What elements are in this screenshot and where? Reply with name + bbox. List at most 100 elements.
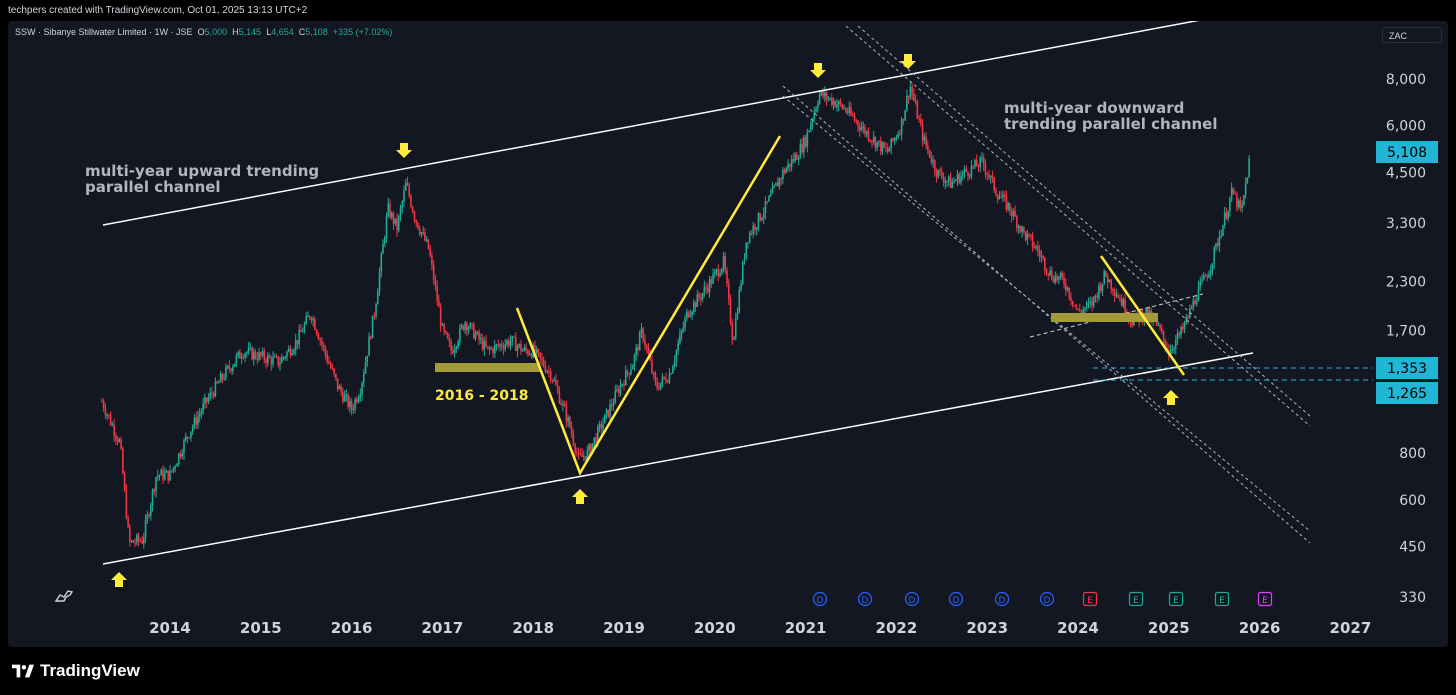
currency-selector[interactable]: ZAC [1382,27,1442,43]
candle-body [314,319,316,330]
consolidation-zone-2016-2018[interactable] [435,363,540,372]
candle-body [191,426,194,432]
candle-body [1162,331,1165,340]
yellow-swing-line-2018[interactable] [515,135,782,476]
candle-body [1042,255,1044,258]
chart-panel[interactable]: D D D D D D E E E E E 2014 2015 2016 2017 2018 2019 2020… [8,21,1448,647]
candle-body [761,217,763,221]
downward-channel-line-1[interactable] [845,25,1311,427]
downward-channel-line-4[interactable] [782,95,1311,532]
candle-body [998,197,1001,200]
candle-body [184,436,187,441]
price-tag-last: 5,108 [1376,141,1438,163]
candle-body [1124,299,1126,314]
candle-body [521,350,524,352]
candle-body [963,168,966,173]
dividend-marker[interactable]: D [994,591,1010,607]
candle-body [848,107,851,113]
candle-body [878,140,880,142]
candle-body [376,291,379,305]
top-credit-bar: techpers created with TradingView.com, O… [0,0,1456,21]
candle-body [731,323,734,340]
candle-body [1227,211,1229,219]
candle-body [946,180,948,182]
dividend-marker[interactable]: D [857,591,873,607]
candle-body [347,394,349,407]
earnings-marker[interactable]: E [1128,591,1144,607]
candle-body [305,316,307,324]
candle-body [1106,276,1109,283]
earnings-marker[interactable]: E [1082,591,1098,607]
candle-body [202,403,204,412]
candle-body [125,489,128,518]
candle-body [1033,246,1036,248]
candle-body [677,343,679,351]
x-axis[interactable]: 2014 2015 2016 2017 2018 2019 2020 2021 2022 2023… [149,619,1371,637]
candle-body [720,268,723,274]
candle-body [424,232,426,241]
candle-body [897,133,899,138]
candle-body [537,349,540,353]
downward-channel-line-2[interactable] [857,25,1311,417]
candle-body [790,159,793,167]
earnings-marker[interactable]: E [1168,591,1184,607]
x-tick-label: 2019 [603,619,645,637]
candle-body [273,356,276,358]
candle-body [240,357,243,359]
candle-body [691,311,693,315]
candle-body [934,160,936,172]
candle-body [563,403,566,407]
candle-body [1040,255,1043,257]
candle-body [1057,276,1060,280]
candle-body [1070,297,1072,301]
candle-body [853,116,856,121]
candle-body [874,137,877,148]
candle-body [673,360,676,367]
tradingview-logo[interactable]: TradingView [12,661,140,681]
candle-body [860,127,863,131]
earnings-marker[interactable]: E [1257,591,1273,607]
candle-body [441,324,444,326]
candle-body [764,201,767,214]
dividend-marker[interactable]: D [904,591,920,607]
candle-body [176,463,178,467]
candle-body [1113,291,1116,296]
candle-body [228,365,231,370]
candle-body [920,119,922,124]
upward-channel-top-line[interactable] [102,21,1206,226]
drawings-layer[interactable] [102,21,1373,565]
candle-body [1122,299,1125,306]
candle-body [553,380,555,382]
candle-body [689,314,692,317]
candle-body [1017,225,1020,228]
price-chart[interactable]: D D D D D D E E E E E 2014 2015 2016 2017 2018 2019 2020… [8,21,1448,647]
downward-channel-line-3[interactable] [782,85,1311,544]
candle-body [715,269,718,272]
dividend-marker[interactable]: D [812,591,828,607]
candle-body [724,255,727,271]
candle-body [478,331,480,340]
candle-body [1012,210,1015,216]
candle-body [743,258,746,262]
symbol-legend[interactable]: SSW · Sibanye Stillwater Limited · 1W · … [15,27,392,37]
earnings-marker[interactable]: E [1214,591,1230,607]
candle-body [432,264,435,281]
y-tick-label: 3,300 [1386,216,1426,232]
dividend-marker[interactable]: D [1039,591,1055,607]
candle-body [778,178,781,187]
candle-body [481,338,484,350]
candle-body [729,298,732,324]
candle-body [830,97,833,105]
upward-channel-bottom-line[interactable] [102,352,1254,565]
neckline-dashed-line[interactable] [1029,293,1204,338]
replay-icon[interactable] [54,590,74,602]
y-axis[interactable]: 330 450 600 800 1,700 2,300 3,300 4,500 6,000 8,0… [1386,72,1426,606]
consolidation-zone-2024[interactable] [1051,313,1158,322]
candle-body [507,340,510,346]
candle-body [366,355,369,362]
yellow-swing-line-2025[interactable] [1099,255,1186,376]
candle-body [827,98,830,100]
candle-body [649,354,651,361]
dividend-marker[interactable]: D [948,591,964,607]
candle-body [488,347,491,350]
